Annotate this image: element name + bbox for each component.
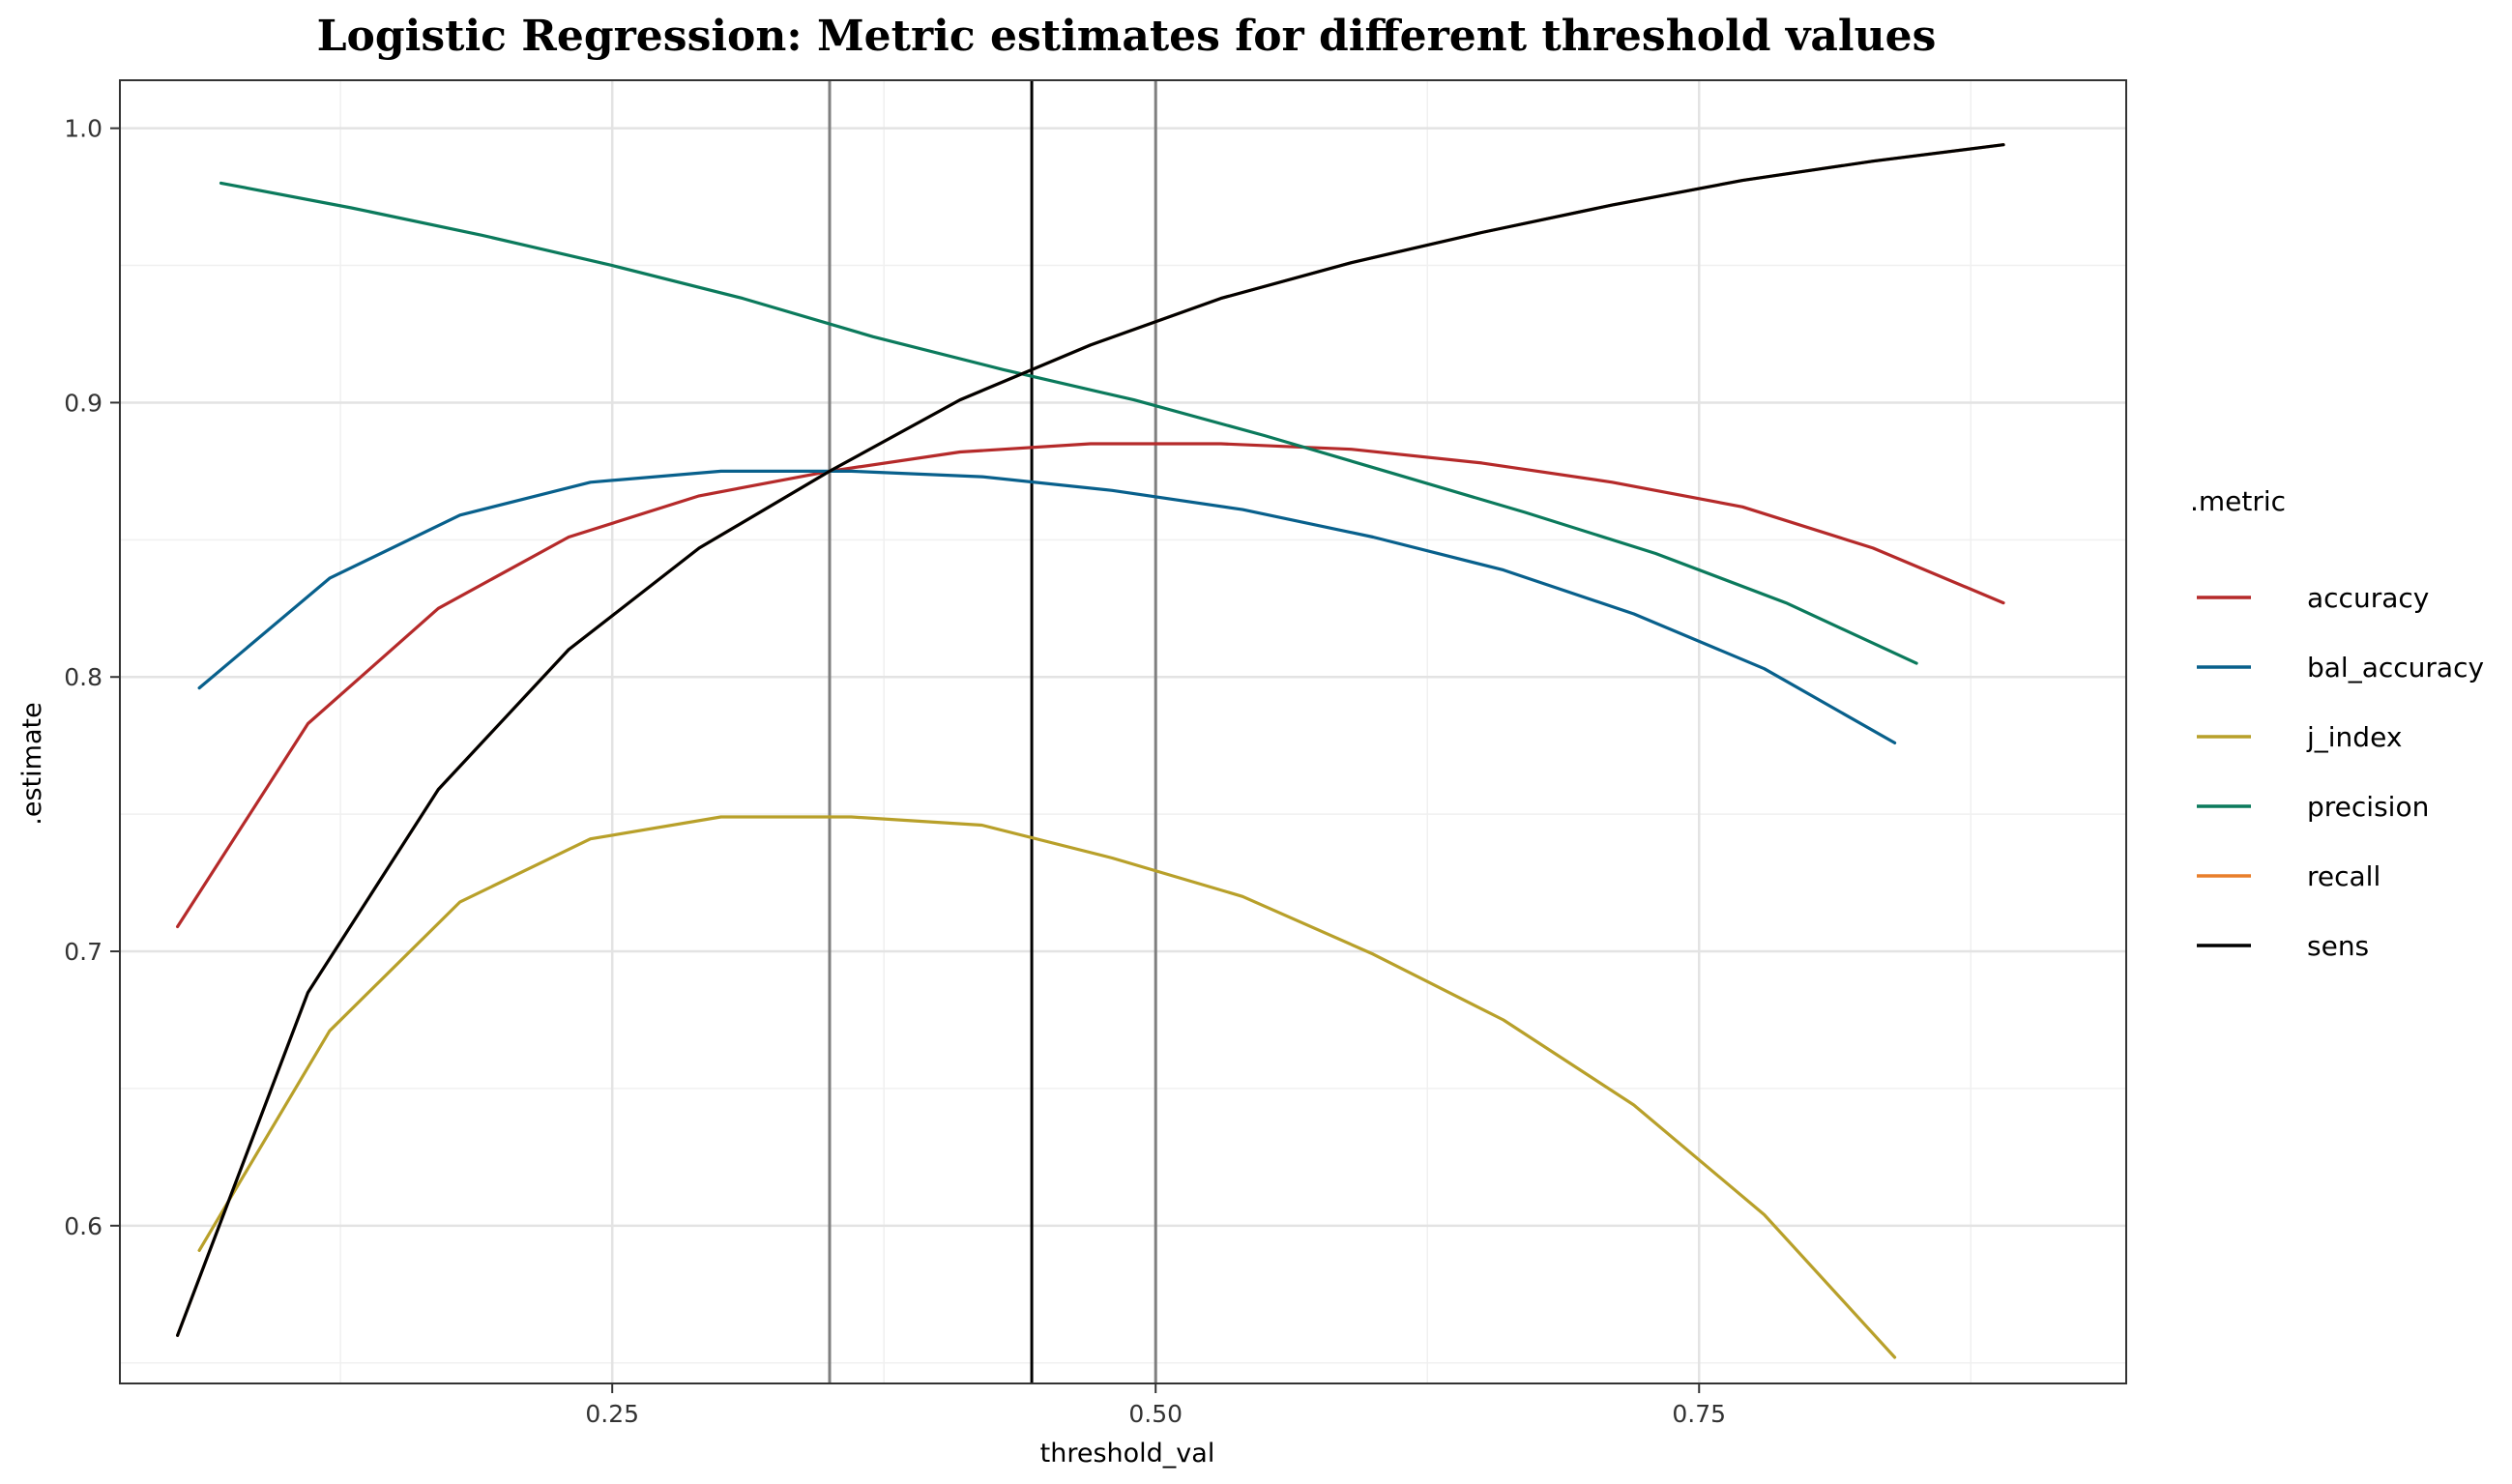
legend-title: .metric — [2190, 485, 2286, 517]
series-line-j_index — [197, 815, 1897, 1359]
series-line-recall — [176, 143, 2005, 1337]
plot-panel-border — [119, 79, 2127, 1384]
legend-label-recall: recall — [2307, 860, 2381, 892]
legend-label-accuracy: accuracy — [2307, 582, 2429, 614]
series-line-sens — [176, 143, 2005, 1337]
legend-label-sens: sens — [2307, 930, 2369, 962]
legend-label-j_index: j_index — [2306, 721, 2402, 753]
x-tick-label: 0.50 — [1128, 1400, 1183, 1428]
legend-items: accuracy bal_accuracy j_index precision reca… — [2197, 582, 2484, 962]
y-tick-label: 0.7 — [64, 938, 102, 966]
y-axis-label: .estimate — [17, 702, 47, 825]
x-tick-label: 0.75 — [1672, 1400, 1726, 1428]
y-axis-ticks: 0.6 0.7 0.8 0.9 1.0 — [64, 115, 120, 1240]
series-line-accuracy — [176, 442, 2005, 929]
legend: .metric accuracy bal_accuracy j_indexpreci… — [2190, 485, 2484, 962]
series-line-bal_accuracy — [197, 469, 1897, 745]
legend-label-bal_accuracy: bal_accuracy — [2307, 652, 2484, 684]
x-axis-label: threshold_val — [1040, 1439, 1215, 1469]
y-tick-label: 0.9 — [64, 389, 102, 417]
x-axis-ticks: 0.25 0.50 0.75 — [585, 1383, 1726, 1428]
threshold-reference-lines — [828, 80, 1157, 1383]
y-tick-label: 0.6 — [64, 1212, 102, 1240]
series-line-precision — [219, 181, 1918, 665]
grid — [120, 80, 2126, 1383]
series-lines — [176, 143, 2005, 1359]
y-tick-label: 0.8 — [64, 663, 102, 691]
chart-title: Logistic Regression: Metric estimates fo… — [317, 12, 1937, 61]
x-tick-label: 0.25 — [585, 1400, 639, 1428]
y-tick-label: 1.0 — [64, 115, 102, 143]
legend-label-precision: precision — [2307, 791, 2429, 823]
